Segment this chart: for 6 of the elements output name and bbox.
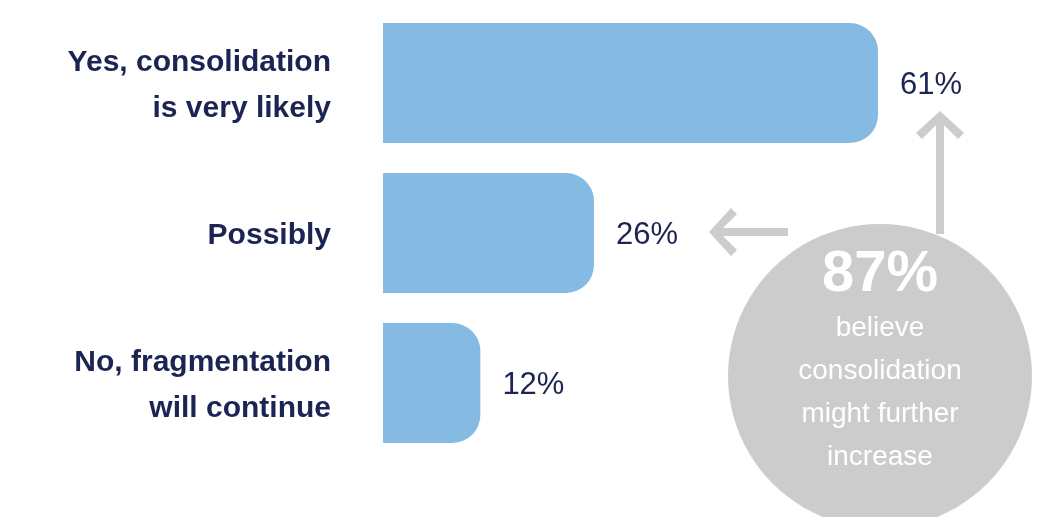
y-tick-label: No, fragmentation will continue: [74, 343, 331, 423]
y-tick-label: Possibly: [207, 216, 332, 250]
data-label: 61%: [900, 65, 963, 101]
y-tick-label: Yes, consolidation is very likely: [67, 43, 332, 123]
data-label: 12%: [502, 365, 565, 401]
data-label: 26%: [615, 215, 679, 251]
